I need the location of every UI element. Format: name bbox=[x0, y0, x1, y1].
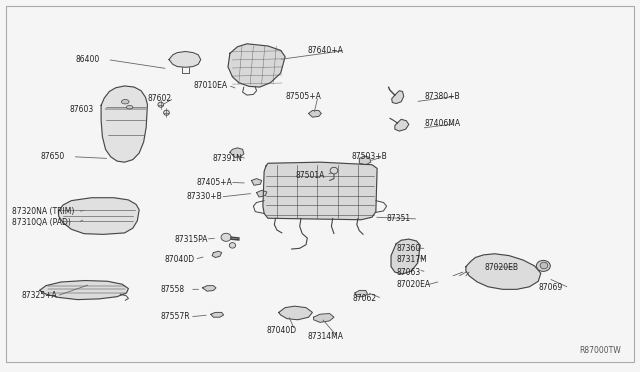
Polygon shape bbox=[212, 251, 221, 257]
Ellipse shape bbox=[330, 167, 338, 174]
Text: 87310QA (PAD): 87310QA (PAD) bbox=[12, 218, 71, 227]
Polygon shape bbox=[279, 306, 312, 320]
Text: 87351: 87351 bbox=[387, 215, 411, 224]
Circle shape bbox=[122, 100, 129, 104]
Polygon shape bbox=[40, 280, 129, 299]
Polygon shape bbox=[228, 44, 285, 87]
Text: 87063: 87063 bbox=[396, 267, 420, 277]
Text: 87317M: 87317M bbox=[396, 255, 427, 264]
Polygon shape bbox=[169, 51, 201, 67]
Polygon shape bbox=[230, 148, 244, 157]
Ellipse shape bbox=[536, 260, 550, 272]
Text: 87315PA: 87315PA bbox=[174, 235, 207, 244]
Text: 87503+B: 87503+B bbox=[352, 152, 387, 161]
Ellipse shape bbox=[229, 243, 236, 248]
Polygon shape bbox=[395, 119, 409, 131]
Text: 87325+A: 87325+A bbox=[22, 291, 58, 301]
Polygon shape bbox=[203, 286, 216, 291]
Text: 87405+A: 87405+A bbox=[196, 178, 232, 187]
Ellipse shape bbox=[540, 262, 548, 269]
Polygon shape bbox=[257, 190, 267, 197]
Polygon shape bbox=[252, 179, 262, 185]
Circle shape bbox=[127, 105, 133, 109]
Text: 87330+B: 87330+B bbox=[187, 192, 223, 202]
Ellipse shape bbox=[164, 110, 170, 115]
Text: 87069: 87069 bbox=[539, 283, 563, 292]
Text: 87040D: 87040D bbox=[164, 255, 195, 264]
Text: 87640+A: 87640+A bbox=[307, 46, 343, 55]
Text: 87558: 87558 bbox=[160, 285, 184, 294]
Text: 87320NA (TRIM): 87320NA (TRIM) bbox=[12, 207, 75, 216]
Text: 87010EA: 87010EA bbox=[193, 81, 227, 90]
Text: 87406MA: 87406MA bbox=[425, 119, 461, 128]
Text: 87602: 87602 bbox=[147, 93, 172, 103]
Polygon shape bbox=[211, 312, 223, 317]
Text: 87020EA: 87020EA bbox=[396, 280, 430, 289]
Text: R87000TW: R87000TW bbox=[580, 346, 621, 355]
Polygon shape bbox=[392, 91, 404, 103]
Polygon shape bbox=[391, 239, 420, 274]
Ellipse shape bbox=[158, 102, 164, 107]
Polygon shape bbox=[314, 314, 334, 322]
Text: 87314MA: 87314MA bbox=[307, 333, 343, 341]
Text: 87391N: 87391N bbox=[212, 154, 242, 163]
Polygon shape bbox=[101, 86, 147, 162]
Polygon shape bbox=[359, 156, 371, 165]
Polygon shape bbox=[308, 110, 321, 117]
Text: 87020EB: 87020EB bbox=[485, 263, 519, 272]
Text: 87650: 87650 bbox=[41, 152, 65, 161]
Text: 87557R: 87557R bbox=[160, 312, 189, 321]
Text: 86400: 86400 bbox=[76, 55, 100, 64]
Polygon shape bbox=[59, 198, 139, 234]
Text: 87062: 87062 bbox=[353, 294, 376, 303]
Ellipse shape bbox=[221, 233, 231, 241]
Text: 87360: 87360 bbox=[396, 244, 420, 253]
Text: 87505+A: 87505+A bbox=[285, 92, 321, 101]
Text: 87040D: 87040D bbox=[266, 326, 296, 334]
Polygon shape bbox=[355, 291, 367, 296]
Polygon shape bbox=[263, 162, 377, 220]
Text: 87501A: 87501A bbox=[296, 170, 325, 180]
Text: 87380+B: 87380+B bbox=[425, 92, 460, 101]
Polygon shape bbox=[466, 254, 541, 289]
Text: 87603: 87603 bbox=[69, 105, 93, 113]
